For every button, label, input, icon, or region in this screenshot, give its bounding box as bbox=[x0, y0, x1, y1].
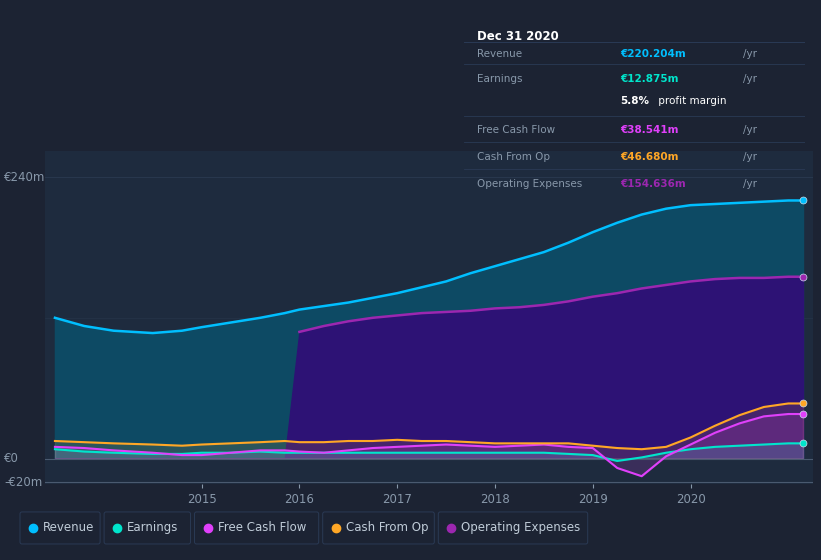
Text: /yr: /yr bbox=[743, 179, 757, 189]
Text: €154.636m: €154.636m bbox=[621, 179, 686, 189]
Text: Cash From Op: Cash From Op bbox=[346, 521, 429, 534]
Text: Cash From Op: Cash From Op bbox=[478, 152, 551, 162]
Text: €240m: €240m bbox=[4, 170, 45, 184]
FancyBboxPatch shape bbox=[195, 512, 319, 544]
Text: €46.680m: €46.680m bbox=[621, 152, 679, 162]
Text: Free Cash Flow: Free Cash Flow bbox=[218, 521, 306, 534]
Text: Operating Expenses: Operating Expenses bbox=[478, 179, 583, 189]
Text: Revenue: Revenue bbox=[478, 49, 523, 59]
FancyBboxPatch shape bbox=[20, 512, 100, 544]
Text: 5.8%: 5.8% bbox=[621, 96, 649, 106]
Text: Free Cash Flow: Free Cash Flow bbox=[478, 125, 556, 135]
FancyBboxPatch shape bbox=[323, 512, 434, 544]
Text: profit margin: profit margin bbox=[654, 96, 726, 106]
Text: Earnings: Earnings bbox=[127, 521, 178, 534]
Text: €12.875m: €12.875m bbox=[621, 74, 679, 85]
Text: Operating Expenses: Operating Expenses bbox=[461, 521, 580, 534]
FancyBboxPatch shape bbox=[438, 512, 588, 544]
Text: €0: €0 bbox=[4, 452, 19, 465]
Text: Dec 31 2020: Dec 31 2020 bbox=[478, 30, 559, 43]
Text: €38.541m: €38.541m bbox=[621, 125, 679, 135]
Text: Revenue: Revenue bbox=[43, 521, 94, 534]
FancyBboxPatch shape bbox=[104, 512, 190, 544]
Text: /yr: /yr bbox=[743, 125, 757, 135]
Text: /yr: /yr bbox=[743, 49, 757, 59]
Text: /yr: /yr bbox=[743, 74, 757, 85]
Text: /yr: /yr bbox=[743, 152, 757, 162]
Text: -€20m: -€20m bbox=[4, 475, 43, 488]
Text: €220.204m: €220.204m bbox=[621, 49, 686, 59]
Text: Earnings: Earnings bbox=[478, 74, 523, 85]
